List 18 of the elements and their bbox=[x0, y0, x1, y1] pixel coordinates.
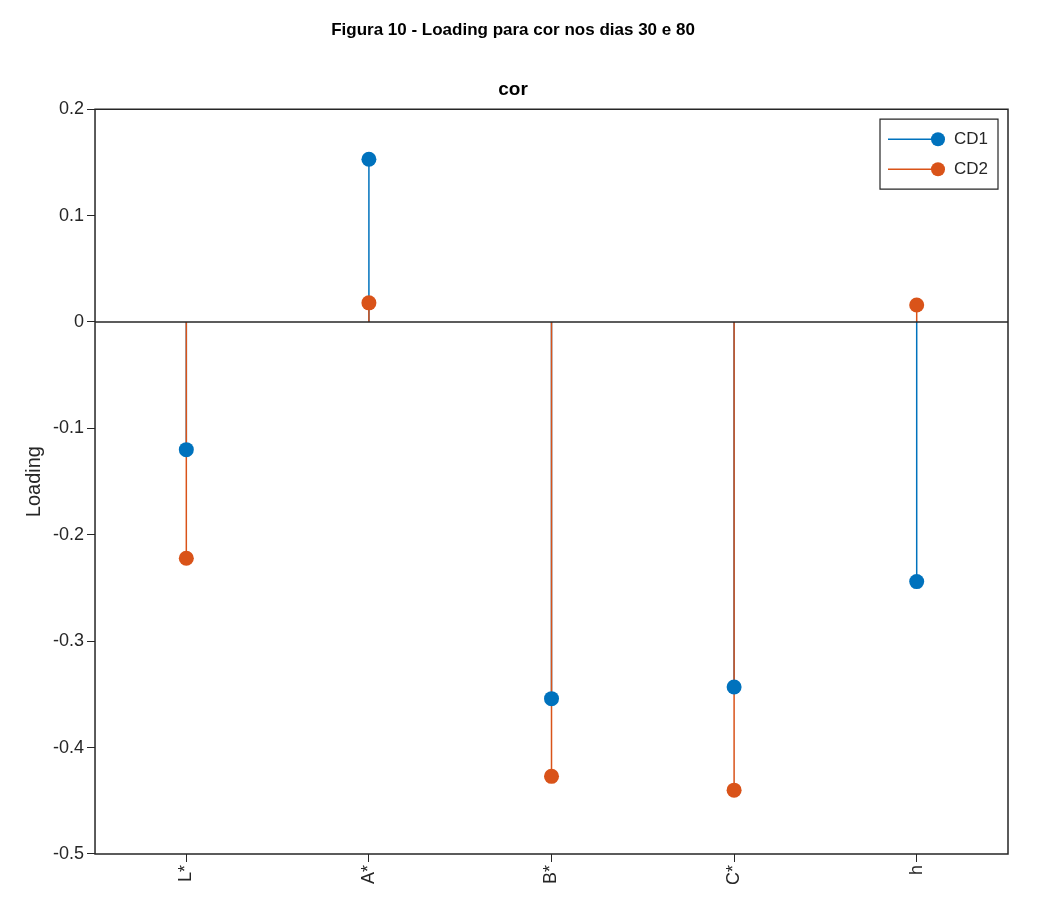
chart-title: Figura 10 - Loading para cor nos dias 30 e 80 bbox=[331, 19, 695, 39]
y-tick-label: -0.5 bbox=[52, 842, 85, 863]
x-tick-label: B* bbox=[540, 865, 561, 885]
y-tick-label: -0.1 bbox=[52, 417, 85, 438]
chart-subtitle: cor bbox=[498, 78, 529, 100]
y-tick-label: 0 bbox=[74, 310, 85, 331]
y-tick-label: 0.1 bbox=[58, 204, 85, 225]
y-tick-label: -0.2 bbox=[52, 523, 85, 544]
y-axis-title: Loading bbox=[21, 446, 44, 518]
x-tick-label: C* bbox=[723, 865, 744, 886]
y-tick-label: 0.2 bbox=[58, 98, 85, 119]
y-tick-label: -0.4 bbox=[52, 736, 85, 757]
legend-label: CD2 bbox=[954, 158, 989, 178]
x-tick-label: h bbox=[905, 865, 926, 876]
x-tick-label: A* bbox=[357, 865, 378, 885]
legend-label: CD1 bbox=[954, 128, 989, 148]
x-tick-label: L* bbox=[175, 865, 196, 883]
y-tick-label: -0.3 bbox=[52, 630, 85, 651]
